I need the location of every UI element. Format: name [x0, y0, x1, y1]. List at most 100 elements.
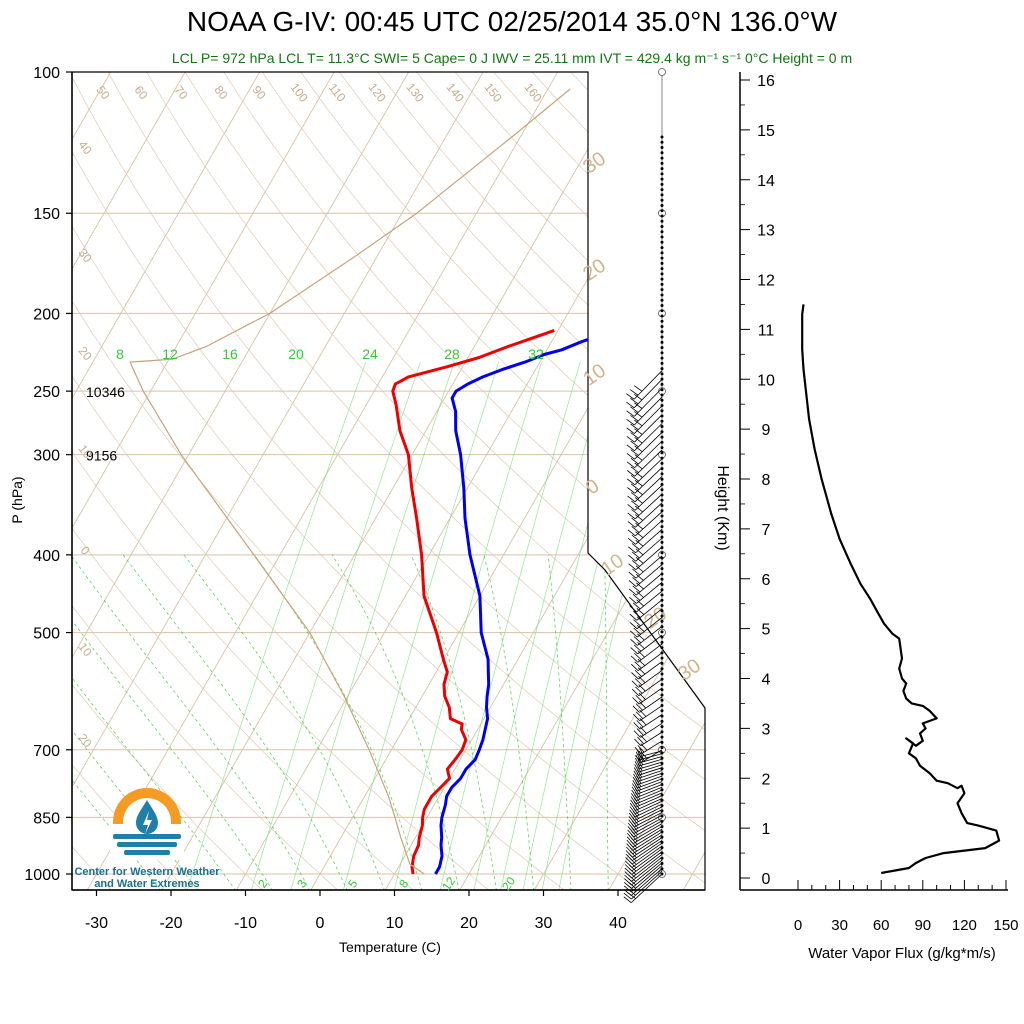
barb-shaft	[636, 617, 663, 638]
barb-shaft	[635, 520, 663, 545]
wind-barb	[626, 405, 663, 434]
wind-staff-dot	[660, 477, 664, 481]
barb-shaft	[631, 868, 663, 896]
barb-shaft	[638, 661, 663, 680]
barb-feather	[627, 538, 636, 545]
barb-feather	[631, 517, 640, 525]
barb-feather	[625, 850, 633, 858]
wind-staff-dot	[660, 361, 664, 365]
isotherm-right-label: 10	[597, 550, 628, 581]
wind-staff-dot	[660, 646, 664, 650]
barb-shaft	[635, 537, 663, 562]
barb-feather	[631, 534, 640, 542]
dry-adiabat	[72, 72, 705, 890]
wind-barb	[632, 687, 663, 705]
barb-feather	[628, 822, 635, 831]
barb-feather	[626, 836, 634, 844]
barb-feather	[627, 833, 634, 841]
barb-feather	[636, 591, 644, 598]
barb-feather	[625, 853, 633, 861]
y-tick-label: 700	[33, 743, 60, 760]
barb-feather	[638, 675, 646, 683]
wind-barb	[627, 511, 663, 537]
barb-feather	[624, 871, 632, 879]
barb-feather	[629, 622, 638, 629]
barb-feather	[627, 487, 636, 494]
wind-staff-dot	[660, 277, 664, 281]
wind-staff-dot	[660, 214, 664, 218]
wind-barb	[630, 634, 663, 655]
wind-barb	[633, 722, 663, 738]
wind-staff-dot	[660, 482, 664, 486]
barb-shaft	[634, 809, 663, 824]
barb-feather	[630, 440, 639, 448]
barb-feather	[635, 522, 644, 530]
isotherm-right-label: 0	[582, 475, 604, 499]
dry-adiabat	[223, 72, 705, 890]
barb-feather	[626, 470, 635, 477]
barb-shaft	[632, 828, 663, 848]
barb-shaft	[631, 845, 663, 868]
wind-staff-dot	[660, 656, 664, 660]
barb-feather	[623, 889, 632, 896]
profile-y-tick-label: 10	[757, 372, 775, 389]
barb-feather	[630, 799, 637, 808]
profile-y-tick-label: 2	[762, 771, 771, 788]
mixing-ratio-bottom-label: 8	[396, 877, 411, 891]
wind-staff-dot	[660, 561, 664, 565]
y-tick-label: 500	[33, 626, 60, 643]
barb-shaft	[635, 502, 663, 528]
barb-shaft	[635, 529, 663, 554]
barb-feather	[631, 688, 640, 696]
wind-staff-dot	[660, 630, 664, 634]
barb-feather	[635, 539, 644, 547]
wind-staff-dot	[660, 167, 664, 171]
logo-line-1: Center for Western Weather	[74, 866, 220, 878]
barb-feather	[624, 881, 632, 889]
barb-feather	[635, 703, 643, 711]
wind-staff-dot	[660, 161, 664, 165]
barb-shaft	[633, 823, 663, 841]
wind-staff-dot	[660, 288, 664, 292]
wind-staff-dot	[660, 182, 664, 186]
wind-staff-dot	[660, 798, 664, 802]
wind-staff-dot	[660, 314, 664, 318]
moist-adiabat	[72, 554, 199, 890]
barb-feather	[634, 411, 643, 418]
barb-shaft	[637, 778, 663, 789]
wind-staff-dot	[660, 614, 664, 618]
barb-shaft	[633, 387, 663, 417]
barb-feather	[634, 678, 643, 686]
wind-staff-dot	[660, 261, 664, 265]
barb-feather	[632, 697, 640, 705]
profile-x-axis-label: Water Vapor Flux (g/kg*m/s)	[808, 945, 996, 962]
wind-staff-dot	[660, 525, 664, 529]
barb-shaft	[636, 784, 663, 795]
barb-feather	[626, 839, 634, 848]
dry-adiabat	[72, 72, 566, 890]
barb-feather	[632, 594, 641, 601]
barb-feather	[632, 568, 640, 576]
wind-staff-dot	[660, 488, 664, 492]
isotherm-left-label: 0	[78, 544, 93, 558]
isotherm-line	[72, 72, 420, 890]
profile-y-tick-label: 5	[762, 622, 771, 639]
x-tick-label: 0	[316, 915, 325, 932]
barb-feather	[631, 492, 640, 499]
moist-adiabat	[183, 554, 386, 890]
wind-staff-dot	[660, 282, 664, 286]
barb-feather	[624, 878, 632, 886]
isotherm-line	[72, 72, 196, 890]
barb-shaft	[636, 573, 663, 596]
profile-x-tick-label: 90	[914, 917, 931, 934]
wind-staff-dot	[660, 567, 664, 571]
wind-barb	[626, 449, 663, 477]
barb-feather	[624, 867, 633, 875]
wind-barb	[631, 661, 663, 680]
barb-feather	[634, 462, 643, 470]
barb-shaft	[631, 862, 663, 889]
barb-feather	[637, 736, 645, 745]
mixing-ratio-line	[250, 361, 421, 890]
barb-feather	[627, 478, 636, 486]
barb-feather	[633, 627, 641, 635]
